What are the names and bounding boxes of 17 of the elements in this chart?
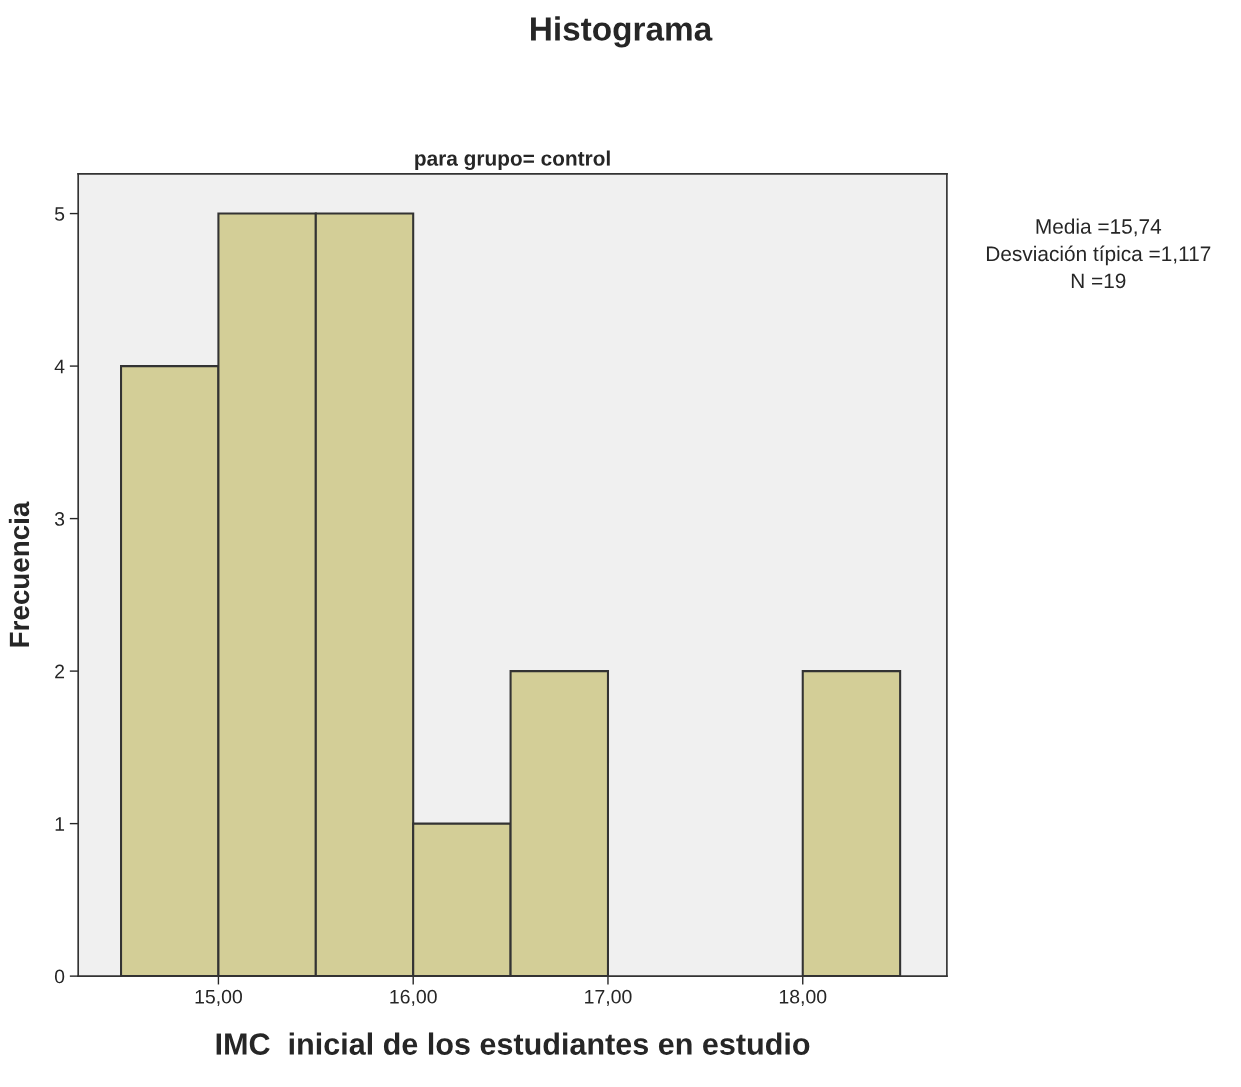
text: Desviación típica =1,117 — [986, 245, 1211, 266]
y-tick-label: 1 — [55, 817, 65, 831]
y-tick-label: 2 — [55, 664, 65, 679]
text: Media =15,74 — [1036, 218, 1162, 237]
y-tick-label: 5 — [54, 207, 65, 221]
x-axis-title: IMC inicial de los estudiantes en estudio — [216, 1032, 810, 1055]
x-tick-label: 18,00 — [779, 989, 827, 1006]
text: N =19 — [1071, 273, 1126, 289]
x-tick-label: 17,00 — [585, 989, 632, 1006]
x-tick-label: 16,00 — [390, 989, 437, 1006]
chart-title: Histograma — [531, 16, 713, 48]
y-tick-label: 0 — [54, 969, 65, 984]
y-tick-label: 3 — [54, 512, 65, 526]
y-tick-label: 4 — [54, 359, 65, 374]
chart-subtitle: para grupo= control — [415, 150, 610, 170]
y-axis-title: Frecuencia — [8, 501, 30, 647]
x-tick-label: 15,00 — [195, 989, 242, 1006]
